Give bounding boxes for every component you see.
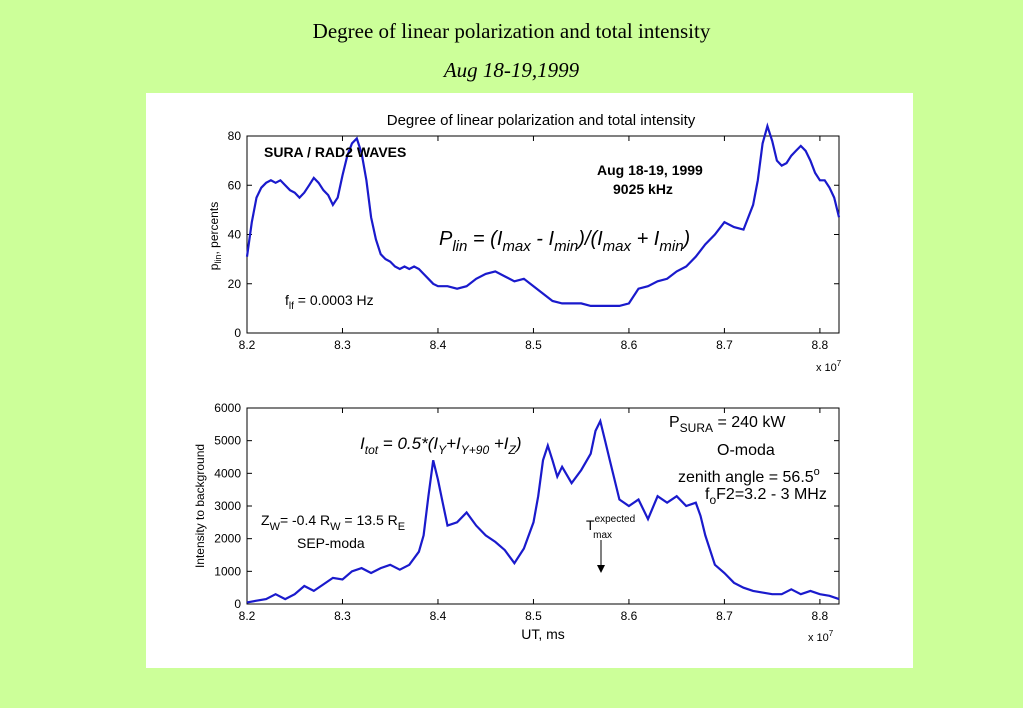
top-ytick-label-4: 80 [228,129,242,143]
chart-canvas: Degree of linear polarization and total … [193,112,842,644]
bottom-xtick-label-3: 8.5 [525,609,542,623]
bottom-axis-ticks: 8.2 8.3 8.4 8.5 8.6 8.7 8.8 0 1000 2000 3000 4000 50… [214,401,839,623]
top-ytick-label-3: 60 [228,178,242,192]
bottom-ytick-label-5: 5000 [214,434,241,448]
bottom-ytick-label-6: 6000 [214,401,241,415]
bottom-ylabel: Intensity to background [193,444,207,568]
bottom-series-line [246,417,840,604]
top-axis-ticks: 8.2 8.3 8.4 8.5 8.6 8.7 8.8 0 20 40 60 80 [228,129,839,352]
bottom-ytick-label-3: 3000 [214,499,241,513]
bottom-xtick-label-1: 8.3 [334,609,351,623]
bottom-annotation-sep: SEP-moda [297,535,365,551]
top-xtick-label-2: 8.4 [430,338,447,352]
bottom-annotation-psura: PSURA = 240 kW [669,414,786,435]
page-subtitle: Aug 18-19,1999 [443,58,580,82]
bottom-xlabel: UT, ms [521,626,565,642]
bottom-xtick-label-2: 8.4 [430,609,447,623]
top-ytick-label-2: 40 [228,228,242,242]
page-title: Degree of linear polarization and total … [312,19,711,43]
bottom-xtick-label-5: 8.7 [716,609,733,623]
bottom-annotation-zenith: zenith angle = 56.5o [678,466,820,486]
top-annotation-date: Aug 18-19, 1999 [597,162,703,178]
top-ylabel: plin, percents [207,202,223,270]
top-x-multiplier: x 107 [816,359,842,374]
bottom-ytick-label-1: 1000 [214,564,241,578]
top-annotation-freq: 9025 kHz [613,181,673,197]
bottom-xtick-label-6: 8.8 [812,609,829,623]
bottom-xtick-label-4: 8.6 [621,609,638,623]
bottom-ytick-label-2: 2000 [214,532,241,546]
top-xtick-label-6: 8.8 [812,338,829,352]
top-xtick-label-1: 8.3 [334,338,351,352]
bottom-annotation-formula: Itot = 0.5*(IY+IY+90 +IZ) [360,434,522,457]
bottom-annotation-zw-rw: ZW= -0.4 RW = 13.5 RE [261,512,405,533]
top-xtick-label-4: 8.6 [621,338,638,352]
top-ytick-label-0: 0 [234,326,241,340]
top-annotation-sura: SURA / RAD2 WAVES [264,144,406,160]
top-chart-title: Degree of linear polarization and total … [387,112,696,129]
bottom-annotation-tmax: Texpected max [586,514,635,541]
tmax-arrow-head [597,565,605,573]
top-annotation-flf: flf = 0.0003 Hz [285,292,374,312]
bottom-plot-frame [246,407,840,605]
bottom-x-multiplier: x 107 [808,629,834,644]
top-xtick-label-3: 8.5 [525,338,542,352]
bottom-ytick-label-4: 4000 [214,466,241,480]
bottom-xtick-label-0: 8.2 [239,609,256,623]
bottom-annotation-fof2: foF2=3.2 - 3 MHz [705,486,827,507]
top-series-line [245,122,841,307]
top-annotation-formula: Plin = (Imax - Imin)/(Imax + Imin) [439,228,690,255]
top-ytick-label-1: 20 [228,277,242,291]
bottom-ytick-label-0: 0 [234,597,241,611]
bottom-annotation-omoda: O-moda [717,442,775,459]
top-xtick-label-0: 8.2 [239,338,256,352]
figure-panel: Degree of linear polarization and total … [146,93,913,668]
top-xtick-label-5: 8.7 [716,338,733,352]
